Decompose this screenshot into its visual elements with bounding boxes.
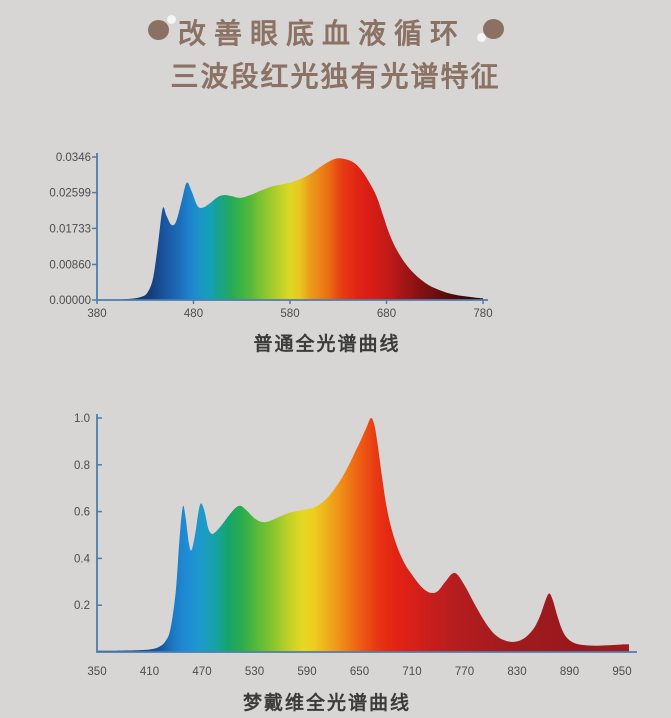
y-tick-label: 0.4 [74, 553, 91, 565]
x-tick-label: 590 [297, 666, 316, 678]
x-tick-label: 470 [192, 666, 211, 678]
x-tick-label: 680 [377, 308, 396, 320]
y-tick-label: 0.02599 [49, 188, 91, 200]
x-tick-label: 770 [455, 666, 474, 678]
x-tick-label: 890 [560, 666, 579, 678]
chart2-caption: 梦戴维全光谱曲线 [242, 693, 411, 714]
chart1-caption: 普通全光谱曲线 [253, 334, 401, 355]
y-tick-label: 0.00860 [49, 259, 91, 271]
y-tick-label: 0.00000 [49, 295, 91, 307]
x-tick-label: 950 [612, 666, 631, 678]
x-tick-label: 480 [184, 308, 203, 320]
y-tick-label: 0.2 [74, 600, 90, 612]
decorative-highlight-left-icon [167, 15, 176, 24]
y-tick-label: 1.0 [74, 413, 90, 425]
y-tick-label: 0.01733 [49, 223, 91, 235]
x-tick-label: 650 [350, 666, 369, 678]
x-tick-label: 380 [87, 308, 106, 320]
x-tick-label: 410 [140, 666, 159, 678]
spectrum-area-2 [97, 417, 629, 652]
y-tick-label: 0.8 [74, 460, 90, 472]
decorative-highlight-right-icon [477, 33, 486, 42]
y-tick-label: 0.0346 [56, 152, 91, 164]
x-tick-label: 710 [402, 666, 421, 678]
x-tick-label: 780 [473, 308, 492, 320]
x-tick-label: 350 [87, 666, 106, 678]
decorative-dot-right-icon [483, 19, 504, 39]
axes-2 [96, 414, 637, 653]
x-tick-label: 830 [507, 666, 526, 678]
x-tick-label: 580 [280, 308, 299, 320]
page-title-line2: 三波段红光独有光谱特征 [170, 61, 501, 92]
spectrum-area-1 [97, 158, 483, 300]
y-tick-label: 0.6 [74, 507, 90, 519]
x-tick-label: 530 [245, 666, 264, 678]
decorative-dot-left-icon [148, 20, 169, 40]
page-title-line1: 改善眼底血液循环 [177, 18, 466, 49]
